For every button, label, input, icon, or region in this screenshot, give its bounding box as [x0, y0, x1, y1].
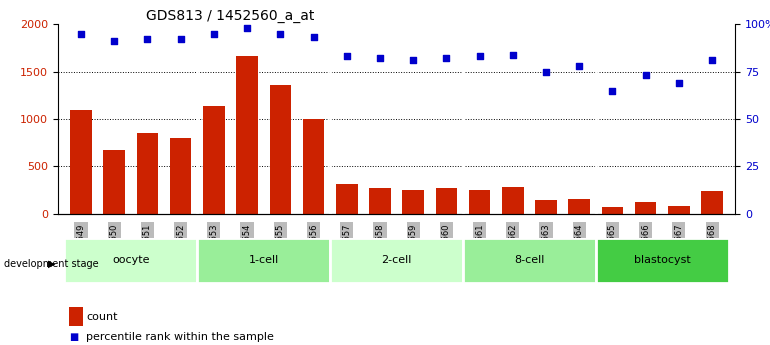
Bar — [668, 206, 690, 214]
Text: blastocyst: blastocyst — [634, 256, 691, 265]
Bar — [535, 200, 557, 214]
Bar — [596, 238, 728, 283]
Bar — [601, 207, 623, 214]
Text: ■: ■ — [69, 333, 79, 342]
Text: development stage: development stage — [4, 259, 99, 269]
Point — [274, 31, 286, 36]
Bar — [65, 238, 197, 283]
Point — [373, 56, 386, 61]
Text: count: count — [86, 312, 118, 322]
Point — [307, 35, 320, 40]
Text: 1-cell: 1-cell — [249, 256, 279, 265]
Point — [606, 88, 618, 93]
Point — [440, 56, 453, 61]
Bar — [203, 106, 225, 214]
Text: percentile rank within the sample: percentile rank within the sample — [86, 333, 274, 342]
Bar — [303, 119, 324, 214]
Bar — [70, 110, 92, 214]
Text: ▶: ▶ — [48, 259, 55, 269]
Text: 2-cell: 2-cell — [381, 256, 412, 265]
Point — [340, 53, 353, 59]
Point — [474, 53, 486, 59]
Bar — [469, 190, 490, 214]
Point — [75, 31, 87, 36]
Bar — [103, 150, 125, 214]
Point — [573, 63, 585, 69]
Point — [208, 31, 220, 36]
Text: oocyte: oocyte — [112, 256, 149, 265]
Point — [407, 57, 420, 63]
Text: 8-cell: 8-cell — [514, 256, 544, 265]
Bar — [701, 191, 723, 214]
Text: GDS813 / 1452560_a_at: GDS813 / 1452560_a_at — [146, 9, 314, 23]
Bar — [270, 85, 291, 214]
Point — [108, 38, 120, 44]
Bar — [463, 238, 596, 283]
Bar — [336, 184, 357, 214]
Bar — [502, 187, 524, 214]
Bar — [170, 138, 192, 214]
Bar — [236, 56, 258, 214]
Bar — [436, 188, 457, 214]
Point — [540, 69, 552, 74]
Point — [507, 52, 519, 57]
Point — [706, 57, 718, 63]
Point — [141, 37, 153, 42]
Bar — [403, 190, 424, 214]
Point — [241, 25, 253, 31]
Bar — [369, 188, 390, 214]
Point — [175, 37, 187, 42]
Point — [673, 80, 685, 86]
Bar — [330, 238, 463, 283]
Bar — [635, 201, 657, 214]
Point — [640, 72, 652, 78]
Bar — [197, 238, 330, 283]
Bar — [136, 133, 158, 214]
Bar — [568, 199, 590, 214]
